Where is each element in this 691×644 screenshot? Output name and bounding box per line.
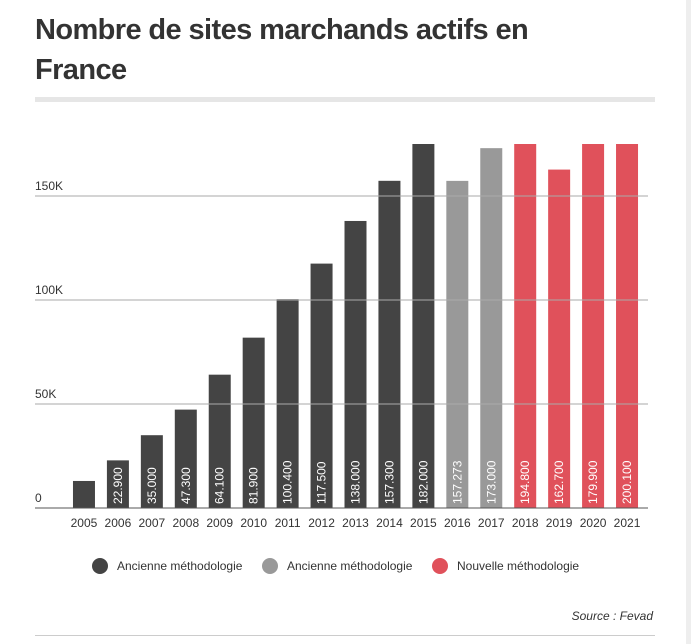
bar xyxy=(242,337,265,508)
legend-label: Nouvelle méthodologie xyxy=(457,559,579,573)
x-tick-label: 2013 xyxy=(342,516,369,530)
bar xyxy=(514,144,537,508)
value-label: 100.400 xyxy=(281,460,295,504)
legend-marker xyxy=(92,558,108,574)
value-label: 81.900 xyxy=(247,467,261,504)
x-tick-label: 2015 xyxy=(410,516,437,530)
y-tick-label: 150K xyxy=(35,179,63,193)
bar xyxy=(548,169,571,509)
legend-marker xyxy=(432,558,448,574)
x-tick-label: 2007 xyxy=(139,516,166,530)
x-tick-label: 2019 xyxy=(546,516,573,530)
value-label: 117.500 xyxy=(315,461,329,504)
value-label: 162.700 xyxy=(552,460,566,504)
value-label: 179.900 xyxy=(586,460,600,504)
x-tick-label: 2021 xyxy=(614,516,641,530)
x-tick-label: 2010 xyxy=(240,516,267,530)
x-tick-label: 2012 xyxy=(308,516,335,530)
legend-label: Ancienne méthodologie xyxy=(287,559,413,573)
value-label: 173.000 xyxy=(484,460,498,504)
x-tick-label: 2020 xyxy=(580,516,607,530)
value-label: 194.800 xyxy=(518,460,532,504)
value-label: 157.300 xyxy=(382,460,396,504)
bar xyxy=(208,374,231,508)
x-tick-label: 2006 xyxy=(105,516,132,530)
source: Source : Fevad xyxy=(572,609,654,623)
value-label: 35.000 xyxy=(145,467,159,504)
bar xyxy=(140,435,163,508)
x-tick-label: 2009 xyxy=(206,516,233,530)
bottom-rule xyxy=(35,635,655,636)
value-label: 47.300 xyxy=(179,467,193,504)
bar xyxy=(344,220,367,508)
value-label: 157.273 xyxy=(450,460,464,504)
x-tick-label: 2018 xyxy=(512,516,539,530)
y-tick-label: 0 xyxy=(35,491,42,505)
value-label: 64.100 xyxy=(213,467,227,504)
x-tick-label: 2008 xyxy=(172,516,199,530)
value-label: 138.000 xyxy=(349,460,363,504)
x-tick-label: 2017 xyxy=(478,516,505,530)
bar xyxy=(480,148,503,508)
chart-title: Nombre de sites marchands actifs en Fran… xyxy=(35,14,529,86)
value-label: 182.000 xyxy=(416,460,430,504)
bar xyxy=(412,144,435,508)
bar xyxy=(446,180,469,508)
bar xyxy=(378,180,401,509)
bar xyxy=(582,144,605,509)
y-tick-label: 100K xyxy=(35,283,63,297)
x-tick-label: 2016 xyxy=(444,516,471,530)
bar xyxy=(616,144,639,509)
bar xyxy=(310,263,333,508)
legend-marker xyxy=(262,558,278,574)
x-tick-label: 2014 xyxy=(376,516,403,530)
title-rule xyxy=(35,97,655,102)
bar xyxy=(174,409,197,508)
x-tick-label: 2005 xyxy=(71,516,98,530)
bar xyxy=(106,460,129,508)
x-tick-label: 2011 xyxy=(275,516,301,530)
value-label: 200.100 xyxy=(620,460,634,504)
bar xyxy=(72,480,95,508)
y-tick-label: 50K xyxy=(35,387,56,401)
value-label: 22.900 xyxy=(111,467,125,504)
legend-label: Ancienne méthodologie xyxy=(117,559,243,573)
